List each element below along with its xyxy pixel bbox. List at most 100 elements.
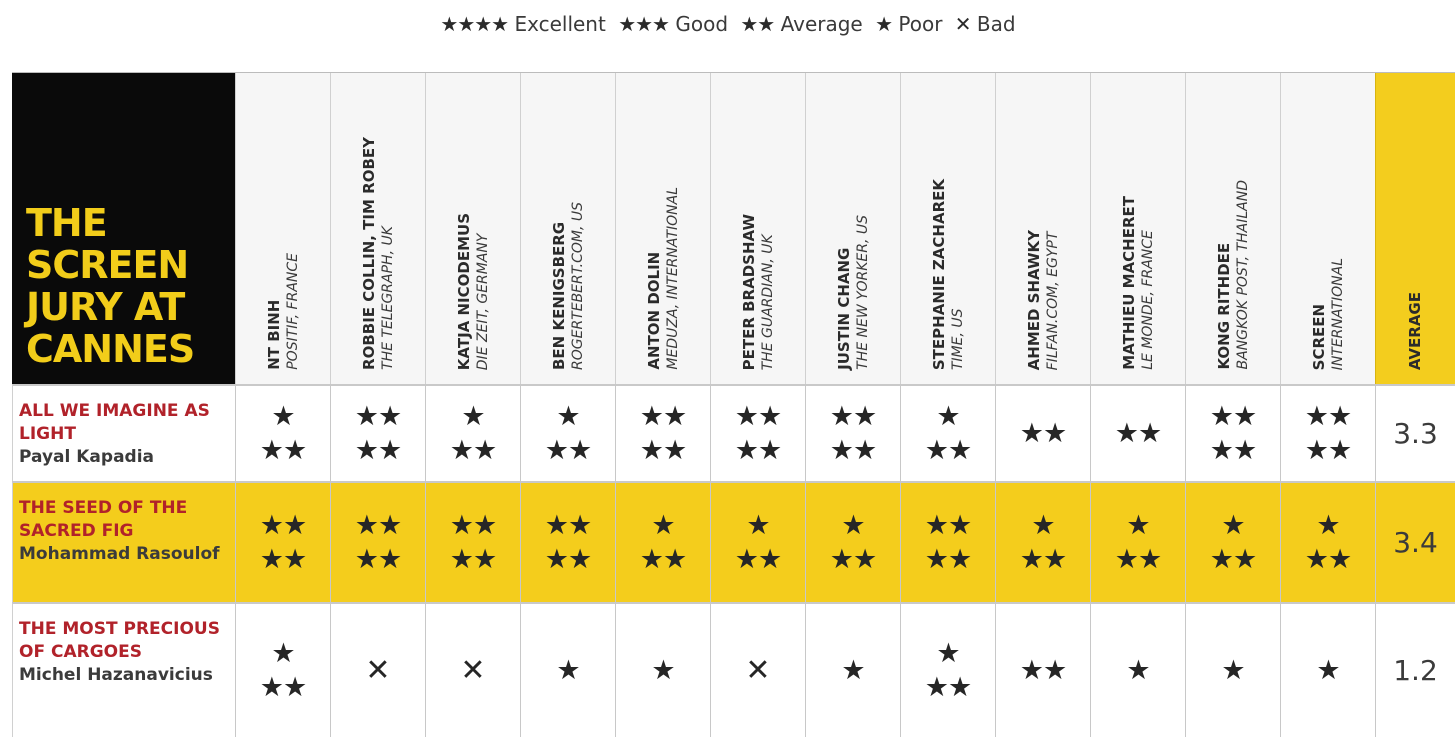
rating-cell: ✕ [330, 602, 425, 737]
star-icon: ★★ [544, 434, 592, 466]
critic-name: PETER BRADSHAW [739, 213, 758, 370]
star-icon: ★★ [829, 434, 877, 466]
critic-outlet: POSITIF, FRANCE [284, 253, 301, 370]
film-cell: ALL WE IMAGINE AS LIGHT Payal Kapadia [12, 384, 235, 481]
rating-cell: ★★ [995, 602, 1090, 737]
rating-cell: ★ ★★ [235, 384, 330, 481]
star-icon: ★★ [924, 671, 972, 703]
critic-name: MATHIEU MACHERET [1119, 196, 1138, 370]
critic-outlet: ROGERTEBERT.COM, US [569, 202, 586, 370]
rating-cell: ★ [1090, 602, 1185, 737]
star-icon: ★ [556, 654, 580, 686]
rating-cell: ★ [1280, 602, 1375, 737]
legend-symbol: ★ [875, 12, 893, 36]
legend-symbol: ✕ [954, 12, 972, 36]
critic-header-text: SCREEN INTERNATIONAL [1310, 258, 1347, 370]
star-icon: ★ [936, 400, 960, 432]
star-icon: ★★ [259, 434, 307, 466]
star-icon: ★★ [639, 434, 687, 466]
star-icon: ★★ [449, 434, 497, 466]
star-icon: ★★ [544, 543, 592, 575]
star-icon: ★ [1316, 509, 1340, 541]
critic-name: ROBBIE COLLIN, TIM ROBEY [359, 137, 378, 370]
critic-header-text: AHMED SHAWKY FILFAN.COM, EGYPT [1025, 230, 1062, 370]
star-icon: ★★ [259, 543, 307, 575]
rating-cell: ★★ [1090, 384, 1185, 481]
star-icon: ★★ [734, 434, 782, 466]
star-icon: ★★ [639, 543, 687, 575]
critic-header-text: PETER BRADSHAW THE GUARDIAN, UK [740, 214, 777, 370]
rating-cell: ★ ★★ [900, 384, 995, 481]
star-icon: ★★ [829, 400, 877, 432]
star-icon: ★★ [1209, 434, 1257, 466]
critic-outlet: DIE ZEIT, GERMANY [474, 233, 491, 370]
critic-outlet: LE MONDE, FRANCE [1139, 230, 1156, 370]
rating-cell: ★★ ★★ [330, 384, 425, 481]
bad-icon: ✕ [745, 652, 771, 688]
legend: ★★★★ Excellent ★★★ Good ★★ Average ★ Poo… [0, 12, 1456, 36]
average-label: AVERAGE [1406, 291, 1424, 370]
average-header: AVERAGE [1375, 73, 1455, 384]
star-icon: ★ [1316, 654, 1340, 686]
critic-header: STEPHANIE ZACHAREK TIME, US [900, 73, 995, 384]
critic-name: KONG RITHDEE [1214, 243, 1233, 370]
critic-header-text: MATHIEU MACHERET LE MONDE, FRANCE [1120, 196, 1157, 370]
rating-cell: ★ ★★ [615, 481, 710, 602]
critic-header: ANTON DOLIN MEDUZA, INTERNATIONAL [615, 73, 710, 384]
critic-header-text: ANTON DOLIN MEDUZA, INTERNATIONAL [645, 187, 682, 370]
rating-cell: ★ [805, 602, 900, 737]
rating-cell: ★★ ★★ [805, 384, 900, 481]
star-icon: ★★ [1114, 543, 1162, 575]
critic-name: JUSTIN CHANG [834, 247, 853, 370]
critic-header: KONG RITHDEE BANGKOK POST, THAILAND [1185, 73, 1280, 384]
rating-cell: ★★ ★★ [425, 481, 520, 602]
critic-name: STEPHANIE ZACHAREK [929, 178, 948, 370]
critic-outlet: BANGKOK POST, THAILAND [1234, 180, 1251, 370]
rating-cell: ★ ★★ [900, 602, 995, 737]
star-icon: ★★ [259, 671, 307, 703]
rating-cell: ★ ★★ [425, 384, 520, 481]
star-icon: ★★ [1114, 417, 1162, 449]
film-title: ALL WE IMAGINE AS LIGHT [19, 401, 210, 444]
star-icon: ★★ [354, 509, 402, 541]
legend-item: ✕ Bad [955, 12, 1016, 36]
rating-cell: ✕ [425, 602, 520, 737]
critic-outlet: THE GUARDIAN, UK [759, 233, 776, 370]
page-title: THE SCREEN JURY AT CANNES [26, 201, 195, 371]
critic-header-text: JUSTIN CHANG THE NEW YORKER, US [835, 215, 872, 370]
legend-symbol: ★★★★ [440, 12, 509, 36]
critic-outlet: THE TELEGRAPH, UK [379, 226, 396, 370]
star-icon: ★ [651, 654, 675, 686]
star-icon: ★ [1126, 509, 1150, 541]
legend-item: ★★★ Good [618, 12, 728, 36]
star-icon: ★★ [1304, 400, 1352, 432]
rating-cell: ★ ★★ [1185, 481, 1280, 602]
star-icon: ★ [271, 637, 295, 669]
critic-name: AHMED SHAWKY [1024, 229, 1043, 370]
star-icon: ★ [651, 509, 675, 541]
star-icon: ★★ [1209, 543, 1257, 575]
bad-icon: ✕ [365, 652, 391, 688]
critic-outlet: FILFAN.COM, EGYPT [1044, 231, 1061, 370]
star-icon: ★ [1221, 509, 1245, 541]
average-value: 1.2 [1375, 602, 1455, 737]
star-icon: ★★ [1019, 417, 1067, 449]
rating-cell: ★★ ★★ [1280, 384, 1375, 481]
star-icon: ★ [746, 509, 770, 541]
film-director: Mohammad Rasoulof [19, 544, 220, 564]
rating-cell: ★★ ★★ [900, 481, 995, 602]
film-cell: THE MOST PRECIOUS OF CARGOES Michel Hazan… [12, 602, 235, 737]
rating-cell: ★ [520, 602, 615, 737]
star-icon: ★★ [354, 400, 402, 432]
critic-header: JUSTIN CHANG THE NEW YORKER, US [805, 73, 900, 384]
film-director: Michel Hazanavicius [19, 665, 213, 685]
average-header-text: AVERAGE [1406, 292, 1425, 370]
star-icon: ★ [936, 637, 960, 669]
rating-cell: ★ ★★ [1280, 481, 1375, 602]
star-icon: ★ [1031, 509, 1055, 541]
rating-cell: ★★ ★★ [615, 384, 710, 481]
critic-outlet: INTERNATIONAL [1329, 257, 1346, 370]
rating-cell: ★★ ★★ [1185, 384, 1280, 481]
star-icon: ★ [841, 654, 865, 686]
star-icon: ★★ [1019, 654, 1067, 686]
